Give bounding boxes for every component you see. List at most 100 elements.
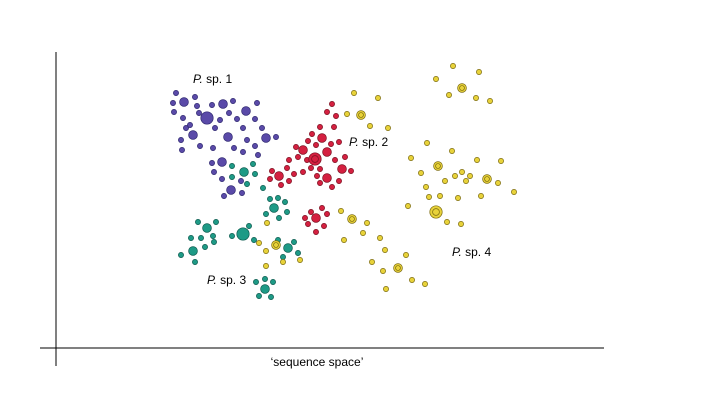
data-point-series-2 [267, 176, 273, 182]
data-point-series-1 [239, 190, 245, 196]
data-point-series-4 [473, 95, 479, 101]
data-point-series-1 [273, 134, 279, 140]
data-point-ring-series-4 [273, 242, 279, 248]
data-point-series-1 [252, 116, 258, 122]
data-point-series-3 [284, 209, 290, 215]
data-point-series-3 [229, 174, 235, 180]
data-point-series-2 [322, 147, 332, 157]
data-point-series-1 [183, 125, 189, 131]
data-point-series-3 [282, 199, 288, 205]
data-point-series-3 [188, 235, 194, 241]
data-point-series-4 [442, 178, 448, 184]
data-point-series-4 [347, 214, 357, 224]
data-point-series-1 [171, 109, 177, 115]
data-point-series-3 [210, 233, 216, 239]
data-point-series-4 [393, 263, 403, 273]
data-point-series-4 [474, 157, 480, 163]
data-point-series-1 [179, 97, 189, 107]
data-point-series-4 [403, 252, 409, 258]
data-point-series-4 [476, 69, 482, 75]
data-point-series-2 [332, 157, 338, 163]
data-point-series-4 [351, 90, 357, 96]
data-point-series-1 [217, 157, 227, 167]
data-point-series-4 [452, 173, 458, 179]
data-point-series-4 [408, 155, 414, 161]
data-point-series-4 [449, 148, 455, 154]
data-point-series-3 [275, 195, 281, 201]
data-point-series-1 [212, 125, 218, 131]
data-point-series-1 [219, 176, 225, 182]
data-point-series-3 [239, 167, 249, 177]
data-point-series-2 [324, 211, 330, 217]
data-point-series-2 [293, 144, 299, 150]
data-point-series-1 [180, 115, 186, 121]
data-point-series-4 [467, 173, 473, 179]
data-point-series-2 [317, 124, 323, 130]
data-point-series-1 [244, 137, 250, 143]
data-point-ring-series-4 [435, 163, 441, 169]
data-point-series-2 [286, 157, 292, 163]
data-point-ring-series-4 [484, 176, 490, 182]
data-point-series-3 [229, 163, 235, 169]
data-point-series-1 [259, 125, 265, 131]
data-point-series-4 [380, 268, 386, 274]
data-point-series-4 [426, 194, 432, 200]
data-point-series-4 [364, 220, 370, 226]
data-point-series-4 [463, 178, 469, 184]
data-point-series-1 [196, 110, 202, 116]
data-point-series-1 [179, 147, 185, 153]
data-point-series-1 [170, 100, 176, 106]
data-point-series-4 [511, 189, 517, 195]
data-point-series-2 [313, 229, 319, 235]
data-point-series-1 [209, 160, 215, 166]
data-point-series-3 [236, 227, 250, 241]
data-point-series-1 [254, 100, 260, 106]
data-point-series-1 [192, 94, 198, 100]
data-point-series-2 [319, 205, 325, 211]
data-point-series-4 [375, 95, 381, 101]
data-point-series-2 [291, 171, 297, 177]
data-point-series-1 [240, 125, 246, 131]
data-point-series-2 [308, 152, 322, 166]
data-point-series-2 [305, 221, 311, 227]
data-point-series-2 [308, 209, 314, 215]
data-point-series-4 [424, 140, 430, 146]
data-point-series-3 [192, 259, 198, 265]
data-point-series-2 [331, 124, 337, 130]
data-point-series-1 [194, 103, 200, 109]
data-point-series-2 [313, 142, 319, 148]
data-point-series-2 [295, 154, 301, 160]
data-point-series-4 [482, 174, 492, 184]
data-point-series-3 [178, 252, 184, 258]
data-point-ring-series-4 [459, 85, 465, 91]
data-point-series-4 [458, 221, 464, 227]
data-point-series-4 [264, 220, 270, 226]
data-point-series-3 [256, 293, 262, 299]
data-point-ring-series-4 [358, 112, 364, 118]
data-point-series-3 [251, 237, 257, 243]
data-point-series-2 [284, 165, 290, 171]
data-point-series-4 [344, 111, 350, 117]
data-point-series-3 [246, 223, 252, 229]
data-point-series-4 [437, 193, 443, 199]
data-point-series-1 [234, 116, 240, 122]
data-point-series-4 [495, 180, 501, 186]
data-point-ring-series-4 [432, 208, 440, 216]
data-point-series-1 [240, 149, 246, 155]
data-point-series-1 [211, 169, 217, 175]
data-point-series-1 [223, 132, 233, 142]
data-point-ring-series-2 [311, 155, 319, 163]
data-point-series-4 [341, 237, 347, 243]
data-point-series-4 [409, 277, 415, 283]
data-point-series-1 [226, 185, 236, 195]
data-point-series-3 [195, 219, 201, 225]
data-point-series-4 [433, 161, 443, 171]
data-point-series-4 [383, 286, 389, 292]
data-point-series-2 [311, 213, 321, 223]
data-point-series-3 [283, 243, 293, 253]
data-point-series-1 [255, 152, 261, 158]
x-axis-label: ‘sequence space’ [271, 355, 364, 369]
data-point-series-2 [336, 178, 342, 184]
